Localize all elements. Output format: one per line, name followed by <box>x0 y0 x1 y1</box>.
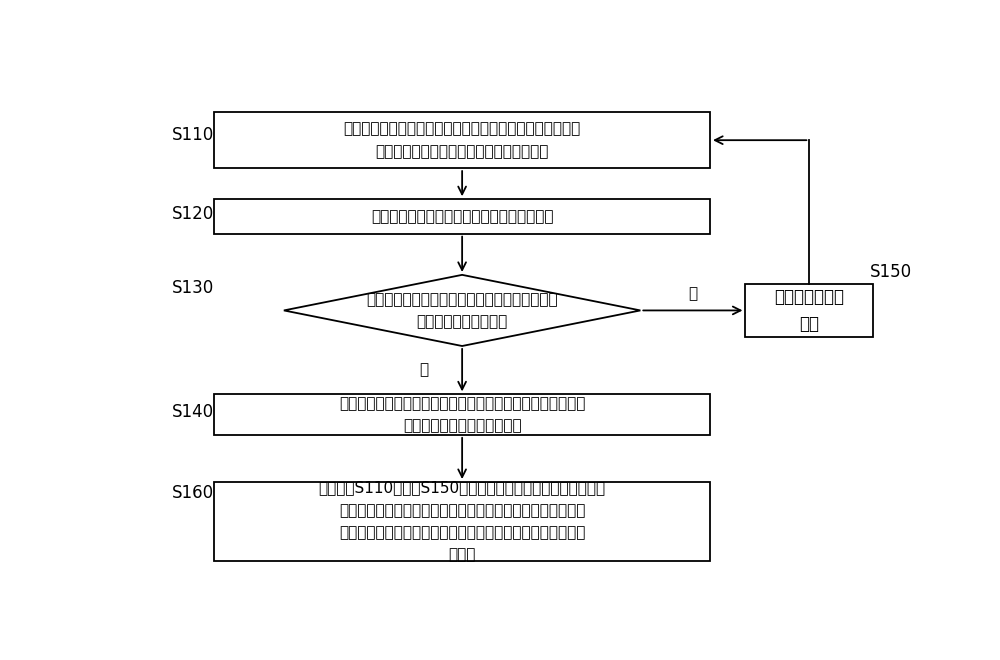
FancyBboxPatch shape <box>214 199 710 234</box>
Text: 否: 否 <box>688 286 697 301</box>
Text: 是: 是 <box>419 362 428 378</box>
Text: S110: S110 <box>172 126 214 144</box>
Text: S120: S120 <box>172 205 214 223</box>
FancyBboxPatch shape <box>745 284 873 337</box>
Text: 按照与所述主元素的分配系数对应的分子式计算组成该矿物的
各元素在该矿物中的含量系数: 按照与所述主元素的分配系数对应的分子式计算组成该矿物的 各元素在该矿物中的含量系… <box>339 396 585 433</box>
Text: 对于组成岩石的每一种矿物，根据预先测定的该矿物的摩尔
质量以及预先确定的分子式模型构建关系式: 对于组成岩石的每一种矿物，根据预先测定的该矿物的摩尔 质量以及预先确定的分子式模… <box>344 121 581 159</box>
FancyBboxPatch shape <box>214 394 710 435</box>
Text: 对所述关系式进行求解得到主元素的分配系数: 对所述关系式进行求解得到主元素的分配系数 <box>371 209 553 224</box>
Text: S150: S150 <box>869 263 912 281</box>
Text: 按照步骤S110至步骤S150确定组成岩石的每一种矿物中的各元
素在该矿物中的含量系数，并根据组成岩石的每一种矿物中的
各元素在该矿物中的含量系数确定岩石中元素: 按照步骤S110至步骤S150确定组成岩石的每一种矿物中的各元 素在该矿物中的含… <box>319 480 606 562</box>
Text: S160: S160 <box>172 484 214 502</box>
Text: 重新确定分子式
模型: 重新确定分子式 模型 <box>774 288 844 333</box>
FancyBboxPatch shape <box>214 482 710 561</box>
Text: S130: S130 <box>172 279 214 296</box>
Text: S140: S140 <box>172 403 214 421</box>
FancyBboxPatch shape <box>214 112 710 168</box>
Text: 判断计算的主元素的分配系数与元素相对含量的
实际测量结果是否一致: 判断计算的主元素的分配系数与元素相对含量的 实际测量结果是否一致 <box>366 292 558 329</box>
Polygon shape <box>284 275 640 346</box>
